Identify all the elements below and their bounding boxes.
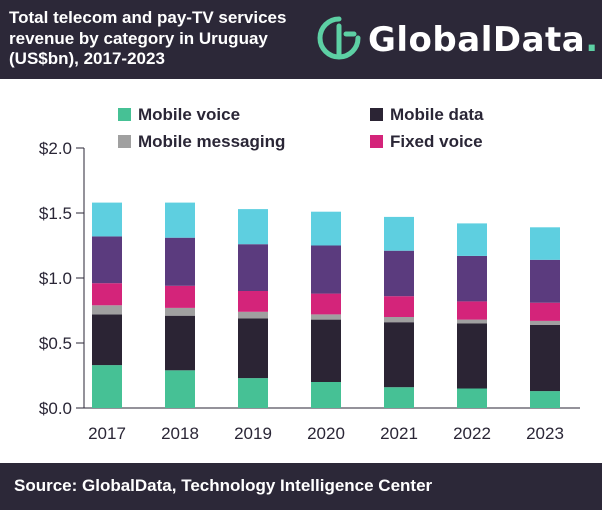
bar-segment <box>238 291 268 312</box>
chart-footer: Source: GlobalData, Technology Intellige… <box>0 463 602 510</box>
bar-segment <box>384 296 414 317</box>
chart-title-line: revenue by category in Uruguay <box>9 28 268 48</box>
chart-title: Total telecom and pay-TV services revenu… <box>9 8 329 70</box>
legend-swatch <box>118 135 131 148</box>
bar-segment <box>311 293 341 315</box>
bar-segment <box>457 323 487 389</box>
x-tick-label: 2022 <box>453 424 491 443</box>
bar-segment <box>457 255 487 302</box>
globaldata-logo: GlobalData. <box>316 14 599 66</box>
bar-segment <box>530 320 560 325</box>
bar-segment <box>238 244 268 291</box>
bar-segment <box>311 319 341 382</box>
bar-segment <box>165 202 195 238</box>
bar-segment <box>457 319 487 324</box>
bar-segment <box>238 378 268 408</box>
bar-segment <box>384 250 414 297</box>
bar-segment <box>238 209 268 245</box>
legend-label: Fixed voice <box>390 132 483 151</box>
bar-segment <box>384 322 414 388</box>
x-tick-label: 2019 <box>234 424 272 443</box>
bar-segment <box>92 365 122 408</box>
bar-segment <box>530 259 560 303</box>
y-tick-label: $2.0 <box>39 139 72 158</box>
x-tick-label: 2021 <box>380 424 418 443</box>
bar-segment <box>311 245 341 294</box>
bar-segment <box>92 236 122 284</box>
bar-segment <box>165 237 195 286</box>
x-tick-label: 2018 <box>161 424 199 443</box>
legend-swatch <box>370 135 383 148</box>
y-tick-label: $0.0 <box>39 399 72 418</box>
x-tick-label: 2017 <box>88 424 126 443</box>
bar-segment <box>165 370 195 408</box>
bar-segment <box>384 387 414 408</box>
legend-swatch <box>118 108 131 121</box>
y-tick-label: $0.5 <box>39 334 72 353</box>
bar-segment <box>238 318 268 379</box>
bar-segment <box>311 211 341 246</box>
bar-segment <box>165 307 195 316</box>
bar-segment <box>384 216 414 251</box>
y-tick-label: $1.0 <box>39 269 72 288</box>
bar-segment <box>530 227 560 260</box>
chart-title-line: (US$bn), 2017-2023 <box>9 49 165 68</box>
logo-dot: . <box>585 20 599 60</box>
bar-segment <box>311 382 341 408</box>
bar-segment <box>92 283 122 306</box>
bar-segment <box>92 305 122 315</box>
bar-segment <box>311 314 341 320</box>
bar-segment <box>457 301 487 320</box>
bar-segment <box>530 324 560 392</box>
bar-segment <box>457 388 487 408</box>
x-tick-label: 2020 <box>307 424 345 443</box>
legend-label: Mobile data <box>390 105 484 124</box>
bar-segment <box>165 315 195 371</box>
legend-swatch <box>370 108 383 121</box>
bar-segment <box>92 202 122 237</box>
bar-segment <box>165 285 195 308</box>
stacked-bar-chart: Mobile voice Mobile data Mobile messaging F… <box>39 105 580 443</box>
globaldata-logo-text: GlobalData. <box>368 20 599 60</box>
logo-word: GlobalData <box>368 20 586 60</box>
bar-segment <box>530 302 560 321</box>
bar-segment <box>530 391 560 408</box>
bar-segment <box>238 311 268 319</box>
legend-label: Mobile messaging <box>138 132 285 151</box>
legend-label: Mobile voice <box>138 105 240 124</box>
bar-segment <box>92 314 122 366</box>
bar-segment <box>457 223 487 256</box>
chart-title-line: Total telecom and pay-TV services <box>9 8 287 27</box>
y-tick-label: $1.5 <box>39 204 72 223</box>
globaldata-logo-icon <box>317 16 361 60</box>
source-note: Source: GlobalData, Technology Intellige… <box>14 476 433 495</box>
bar-segment <box>384 317 414 323</box>
chart-header: Total telecom and pay-TV services revenu… <box>0 0 602 79</box>
x-tick-label: 2023 <box>526 424 564 443</box>
